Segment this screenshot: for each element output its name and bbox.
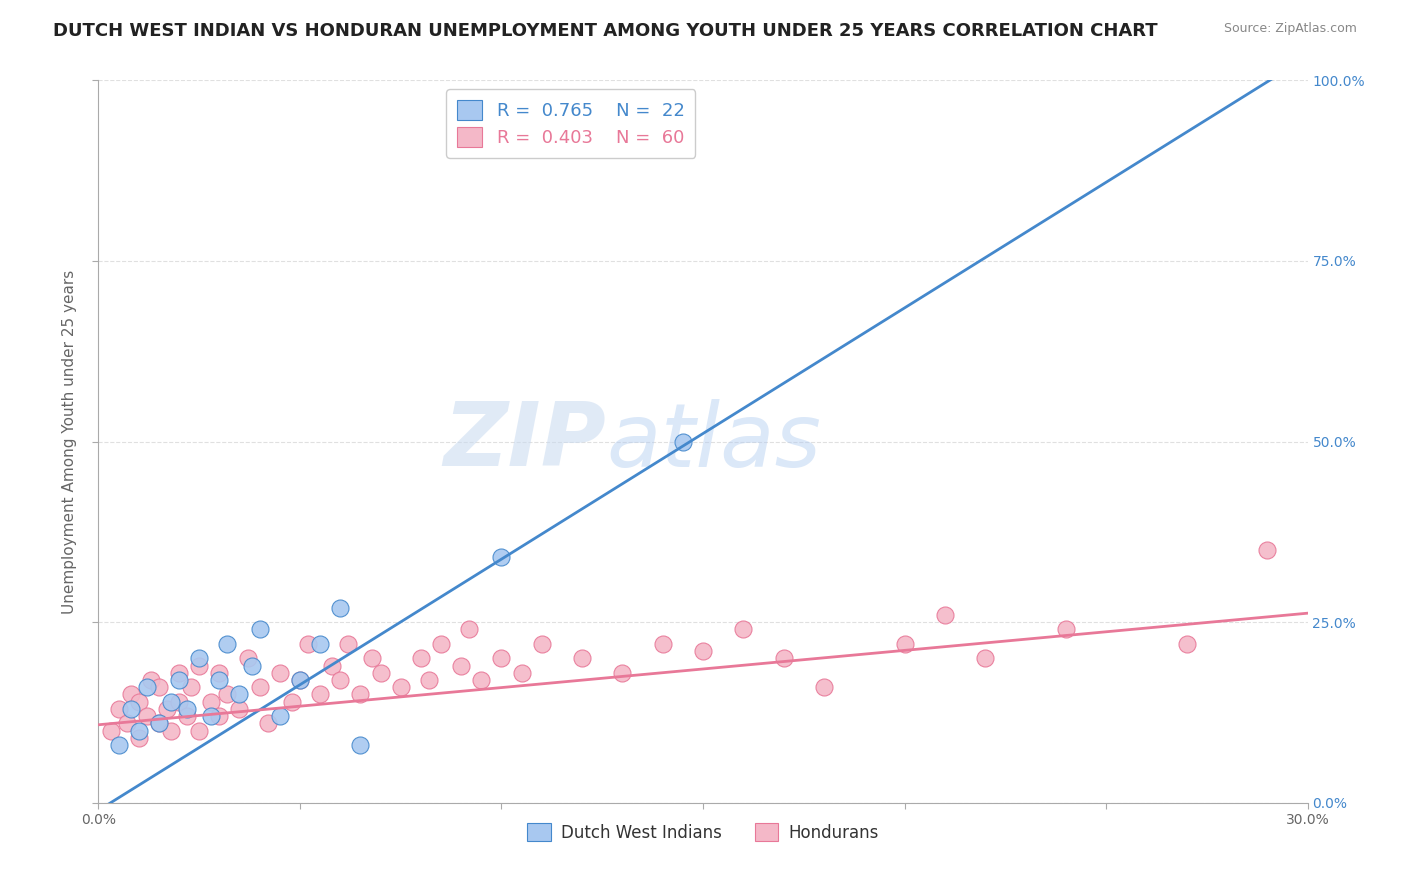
Point — [651, 637, 673, 651]
Point — [217, 637, 239, 651]
Point — [167, 673, 190, 687]
Point — [510, 665, 533, 680]
Point — [934, 607, 956, 622]
Point — [148, 716, 170, 731]
Point — [120, 687, 142, 701]
Point — [450, 658, 472, 673]
Point — [974, 651, 997, 665]
Point — [430, 637, 453, 651]
Point — [321, 658, 343, 673]
Point — [240, 658, 263, 673]
Point — [733, 623, 755, 637]
Point — [349, 738, 371, 752]
Point — [329, 673, 352, 687]
Point — [571, 651, 593, 665]
Point — [208, 673, 231, 687]
Point — [208, 709, 231, 723]
Point — [128, 731, 150, 745]
Point — [309, 637, 332, 651]
Point — [893, 637, 915, 651]
Point — [297, 637, 319, 651]
Point — [337, 637, 360, 651]
Point — [530, 637, 553, 651]
Point — [160, 723, 183, 738]
Point — [249, 623, 271, 637]
Text: Source: ZipAtlas.com: Source: ZipAtlas.com — [1223, 22, 1357, 36]
Point — [167, 665, 190, 680]
Point — [491, 651, 513, 665]
Text: DUTCH WEST INDIAN VS HONDURAN UNEMPLOYMENT AMONG YOUTH UNDER 25 YEARS CORRELATIO: DUTCH WEST INDIAN VS HONDURAN UNEMPLOYME… — [53, 22, 1159, 40]
Point — [200, 709, 222, 723]
Point — [361, 651, 384, 665]
Point — [115, 716, 138, 731]
Point — [418, 673, 440, 687]
Point — [228, 702, 250, 716]
Point — [148, 716, 170, 731]
Point — [1256, 542, 1278, 557]
Point — [458, 623, 481, 637]
Point — [409, 651, 432, 665]
Point — [491, 550, 513, 565]
Point — [180, 680, 202, 694]
Point — [100, 723, 122, 738]
Point — [200, 695, 222, 709]
Point — [389, 680, 412, 694]
Point — [128, 723, 150, 738]
Point — [156, 702, 179, 716]
Legend: Dutch West Indians, Hondurans: Dutch West Indians, Hondurans — [520, 817, 886, 848]
Point — [188, 723, 211, 738]
Point — [167, 695, 190, 709]
Point — [288, 673, 311, 687]
Point — [128, 695, 150, 709]
Point — [269, 709, 291, 723]
Point — [135, 709, 157, 723]
Point — [107, 702, 129, 716]
Point — [1054, 623, 1077, 637]
Point — [249, 680, 271, 694]
Point — [176, 709, 198, 723]
Point — [228, 687, 250, 701]
Point — [256, 716, 278, 731]
Point — [612, 665, 634, 680]
Point — [107, 738, 129, 752]
Point — [370, 665, 392, 680]
Point — [309, 687, 332, 701]
Point — [813, 680, 835, 694]
Point — [148, 680, 170, 694]
Point — [349, 687, 371, 701]
Point — [217, 687, 239, 701]
Point — [772, 651, 794, 665]
Point — [208, 665, 231, 680]
Point — [288, 673, 311, 687]
Point — [329, 600, 352, 615]
Point — [281, 695, 304, 709]
Point — [269, 665, 291, 680]
Point — [176, 702, 198, 716]
Point — [692, 644, 714, 658]
Point — [236, 651, 259, 665]
Point — [139, 673, 162, 687]
Point — [120, 702, 142, 716]
Point — [1175, 637, 1198, 651]
Point — [160, 695, 183, 709]
Text: atlas: atlas — [606, 399, 821, 484]
Point — [672, 434, 695, 449]
Point — [188, 658, 211, 673]
Point — [135, 680, 157, 694]
Point — [470, 673, 492, 687]
Point — [188, 651, 211, 665]
Y-axis label: Unemployment Among Youth under 25 years: Unemployment Among Youth under 25 years — [62, 269, 77, 614]
Text: ZIP: ZIP — [443, 398, 606, 485]
